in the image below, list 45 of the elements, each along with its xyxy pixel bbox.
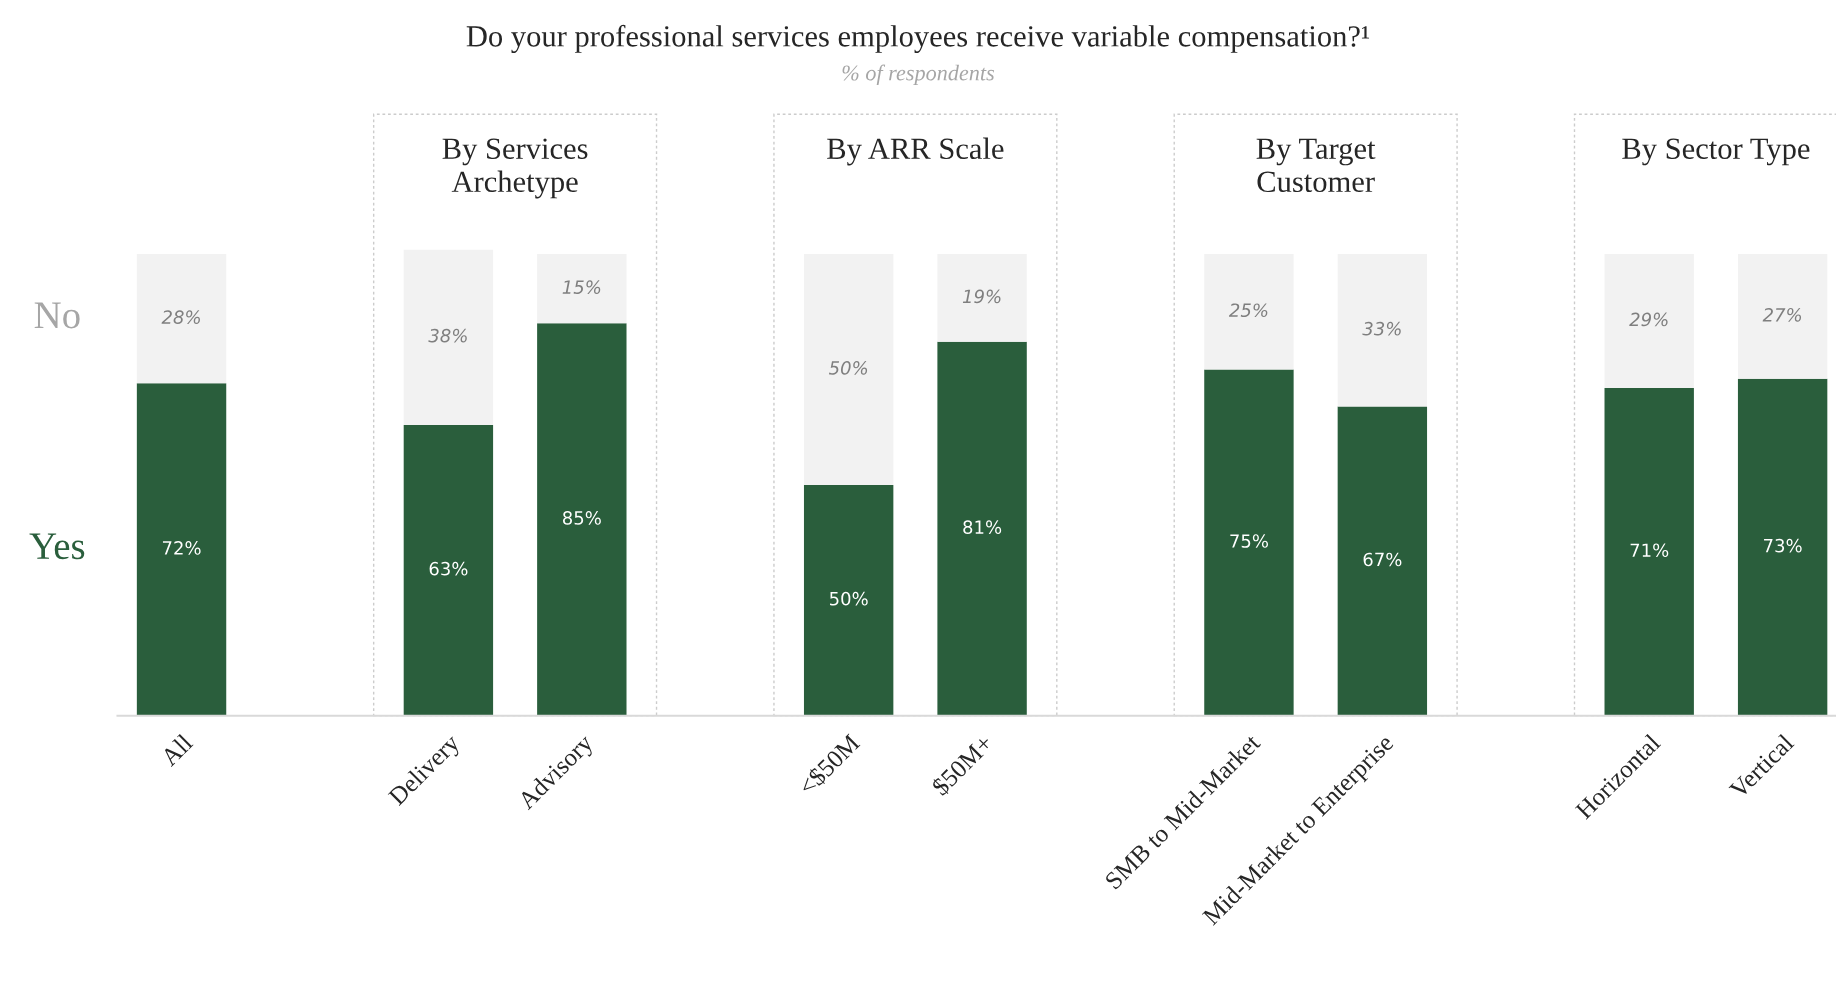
bar [937,341,1027,716]
bar [1737,378,1828,716]
data-label: 29% [1629,312,1668,327]
bar [136,383,227,716]
data-label: 73% [1764,538,1802,553]
bar [1204,369,1294,716]
bar [136,254,227,384]
data-label: 81% [963,520,1002,534]
bar [803,484,894,716]
text: By ARR Scale [827,137,1004,166]
data-label: 75% [1230,534,1269,548]
bar [1204,254,1294,370]
text: By Target Customer [1256,138,1376,193]
data-label: 27% [1762,308,1802,322]
data-label: 50% [828,361,868,375]
bar [537,323,627,716]
bar [403,424,494,716]
chart-subtitle: % of respondents [842,64,995,85]
bar [537,254,627,324]
data-label: 19% [962,289,1001,304]
data-label: 50% [829,591,868,606]
series-label: No [34,302,80,329]
bar [937,254,1027,342]
data-label: 33% [1362,321,1401,336]
x-tick-label: All [159,732,194,768]
text: By Services Archetype [442,138,588,199]
data-label: 25% [1228,303,1268,318]
data-label: 72% [162,541,201,555]
data-label: 67% [1363,552,1402,567]
data-label: 63% [429,561,468,576]
bar [1337,254,1428,407]
data-label: 85% [562,511,601,525]
bar [803,254,894,485]
bar [1604,254,1694,388]
bar [1604,387,1694,716]
text: By Sector Type [1622,138,1810,166]
data-label: 15% [562,280,601,294]
bar [403,249,494,425]
data-label: 71% [1630,543,1669,558]
series-label: Yes [29,533,85,560]
data-label: 28% [161,310,200,324]
data-label: 38% [428,328,467,343]
bar [1737,254,1828,379]
chart-title: Do your professional services employees receive variable compensation?¹ [466,24,1370,53]
bar [1337,406,1428,716]
